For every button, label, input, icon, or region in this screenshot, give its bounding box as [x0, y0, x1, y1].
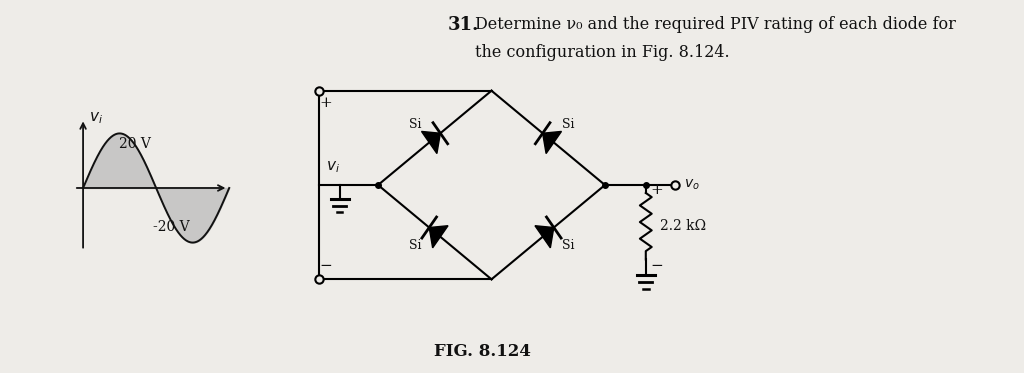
Text: the configuration in Fig. 8.124.: the configuration in Fig. 8.124. — [475, 44, 730, 61]
Text: Si: Si — [562, 239, 574, 251]
Text: Determine ν₀ and the required PIV rating of each diode for: Determine ν₀ and the required PIV rating… — [475, 16, 956, 33]
Text: −: − — [319, 259, 332, 273]
Text: Si: Si — [409, 119, 421, 131]
Text: +: + — [650, 183, 664, 197]
Text: $v_o$: $v_o$ — [684, 178, 699, 192]
Text: 2.2 kΩ: 2.2 kΩ — [660, 219, 707, 233]
Text: Si: Si — [409, 239, 421, 251]
Polygon shape — [429, 226, 449, 248]
Polygon shape — [543, 131, 561, 154]
Text: 20 V: 20 V — [119, 137, 151, 151]
Text: 31.: 31. — [447, 16, 479, 34]
Text: −: − — [650, 259, 664, 273]
Polygon shape — [422, 131, 440, 154]
Polygon shape — [535, 226, 554, 248]
Text: +: + — [319, 95, 332, 110]
Text: $v_i$: $v_i$ — [327, 159, 340, 175]
Text: Si: Si — [562, 119, 574, 131]
Text: FIG. 8.124: FIG. 8.124 — [434, 343, 530, 360]
Text: -20 V: -20 V — [153, 220, 189, 234]
Text: $v_i$: $v_i$ — [89, 111, 103, 126]
